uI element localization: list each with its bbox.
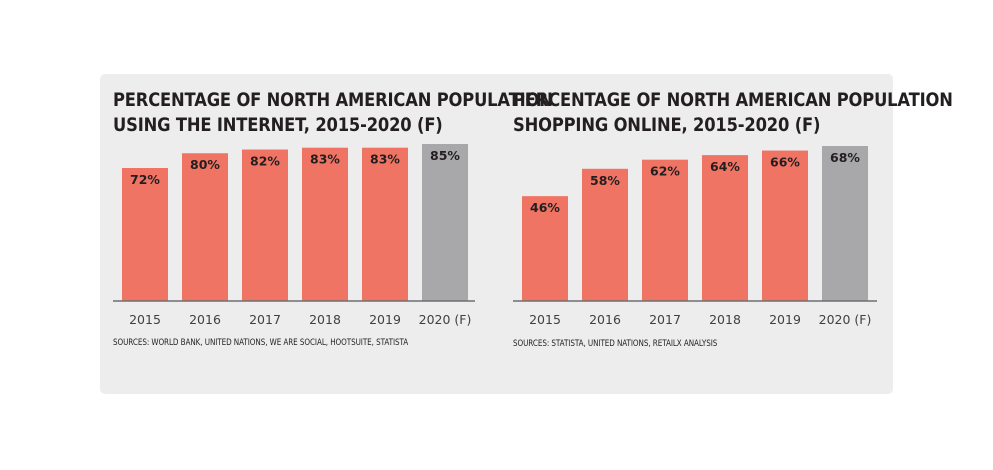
bar xyxy=(182,153,228,301)
bar-value-label: 85% xyxy=(430,148,460,163)
bar xyxy=(702,155,748,301)
chart-title-line-2: USING THE INTERNET, 2015-2020 (F) xyxy=(113,114,443,136)
bar xyxy=(362,147,408,301)
bar-value-label: 62% xyxy=(650,164,680,179)
bar-value-label: 82% xyxy=(250,154,280,169)
x-tick-label: 2020 (F) xyxy=(419,312,472,327)
bar-value-label: 72% xyxy=(130,172,160,187)
bar-value-label: 58% xyxy=(590,173,620,188)
bar xyxy=(582,168,628,301)
x-tick-label: 2019 xyxy=(769,312,801,327)
x-tick-label: 2019 xyxy=(369,312,401,327)
chart-sources: SOURCES: STATISTA, UNITED NATIONS, RETAI… xyxy=(513,339,718,349)
bar-value-label: 80% xyxy=(190,157,220,172)
bar xyxy=(122,168,168,301)
x-tick-label: 2015 xyxy=(129,312,161,327)
chart-title: PERCENTAGE OF NORTH AMERICAN POPULATION … xyxy=(513,88,953,138)
bar-value-label: 68% xyxy=(830,150,860,165)
bar-value-label: 83% xyxy=(310,152,340,167)
bar xyxy=(302,147,348,301)
bar-forecast xyxy=(822,146,868,301)
chart-title-line-1: PERCENTAGE OF NORTH AMERICAN POPULATION xyxy=(113,89,553,111)
bar xyxy=(642,159,688,301)
bar-value-label: 46% xyxy=(530,200,560,215)
bar-value-label: 83% xyxy=(370,152,400,167)
x-tick-label: 2018 xyxy=(309,312,341,327)
chart-sources: SOURCES: WORLD BANK, UNITED NATIONS, WE … xyxy=(113,338,409,348)
x-tick-label: 2016 xyxy=(189,312,221,327)
x-tick-label: 2017 xyxy=(649,312,681,327)
bar xyxy=(762,150,808,301)
online-shopping-chart: PERCENTAGE OF NORTH AMERICAN POPULATION … xyxy=(513,88,953,388)
bar xyxy=(242,149,288,301)
internet-usage-chart: PERCENTAGE OF NORTH AMERICAN POPULATION … xyxy=(113,88,553,388)
bar xyxy=(522,196,568,301)
x-tick-label: 2018 xyxy=(709,312,741,327)
chart-title: PERCENTAGE OF NORTH AMERICAN POPULATION … xyxy=(113,88,553,138)
chart-plot: 46% 2015 58% 2016 62% 2017 64% 2018 66% 2019 68% 20… xyxy=(513,146,877,327)
x-tick-label: 2015 xyxy=(529,312,561,327)
chart-title-line-1: PERCENTAGE OF NORTH AMERICAN POPULATION xyxy=(513,89,953,111)
bar-forecast xyxy=(422,144,468,301)
bar-value-label: 66% xyxy=(770,155,800,170)
x-tick-label: 2020 (F) xyxy=(819,312,872,327)
chart-plot: 72% 2015 80% 2016 82% 2017 83% 2018 83% 2019 85% 20… xyxy=(113,144,475,327)
bar-value-label: 64% xyxy=(710,159,740,174)
x-tick-label: 2017 xyxy=(249,312,281,327)
chart-title-line-2: SHOPPING ONLINE, 2015-2020 (F) xyxy=(513,114,821,136)
x-tick-label: 2016 xyxy=(589,312,621,327)
charts-panel xyxy=(100,74,893,394)
